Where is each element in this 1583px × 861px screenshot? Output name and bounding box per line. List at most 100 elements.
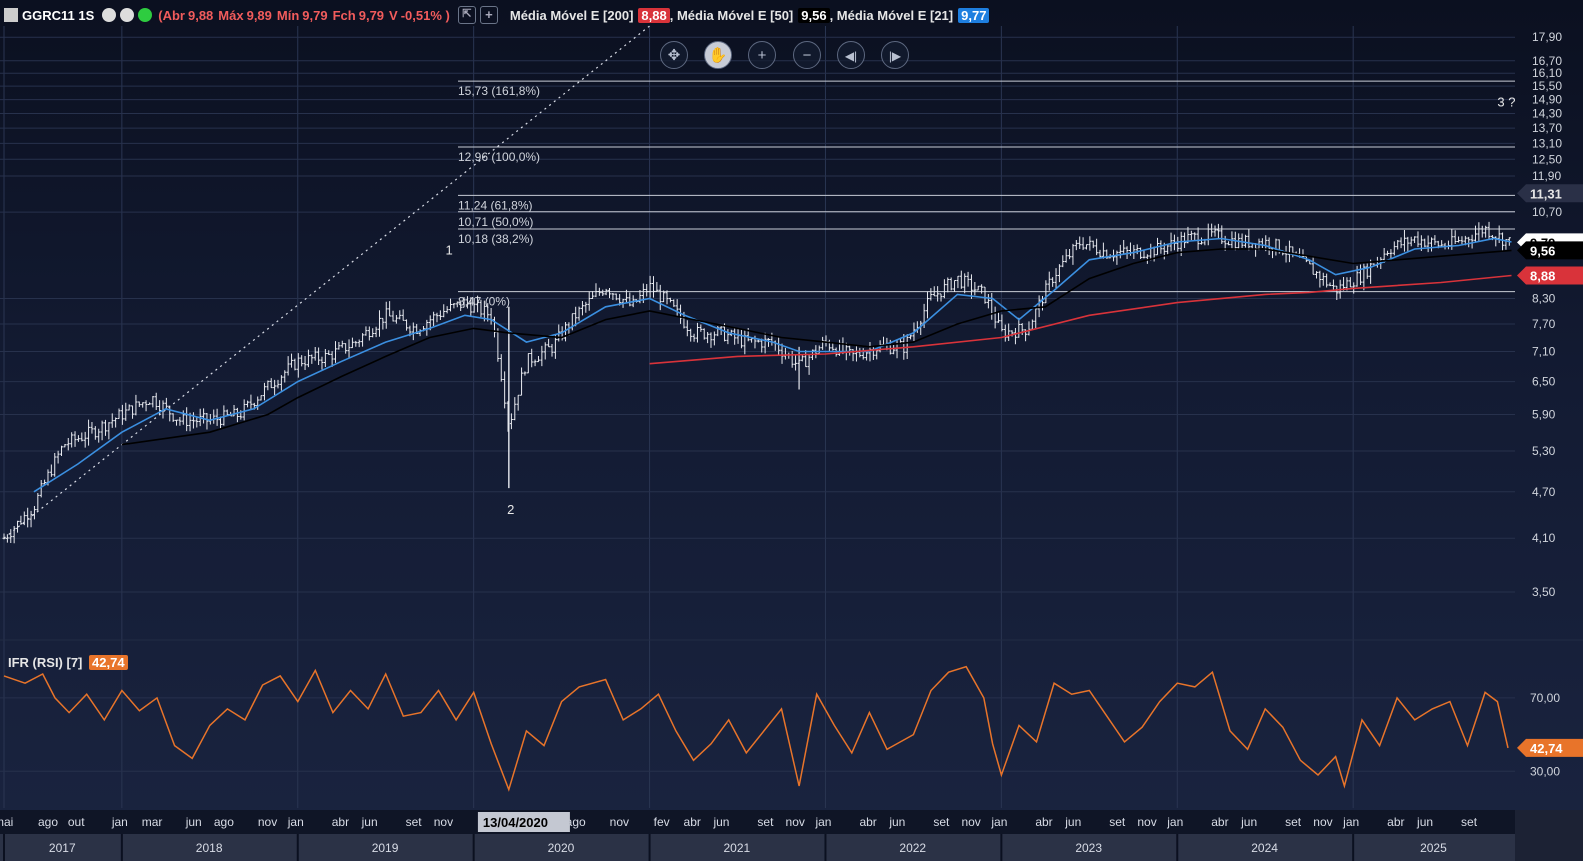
price-bar [1254,243,1258,257]
price-bar [523,371,527,376]
price-bar [777,337,781,355]
price-bar [1101,242,1105,259]
price-tick-label: 5,30 [1532,444,1556,458]
price-tick-label: 6,50 [1532,375,1556,389]
price-bar [246,400,250,408]
price-bar [455,301,459,308]
price-bar [1355,265,1359,287]
price-bar [337,341,341,350]
price-bar [398,310,402,320]
month-tick-label: nov [1137,815,1156,829]
low-value: 9,79 [302,7,328,23]
price-bar [709,332,713,348]
price-bar [1260,238,1264,248]
price-bar [266,380,270,391]
price-bar [1477,222,1481,242]
price-bar [286,356,290,376]
price-bar [97,428,101,443]
collapse-icon[interactable]: ⇱ [457,6,476,24]
price-bar [1430,237,1434,252]
price-bar [344,343,348,354]
zoom-in-icon[interactable]: + [748,41,776,69]
symbol-label[interactable]: GGRC11 1S [22,7,95,23]
price-bar [202,408,206,424]
price-bar [1467,236,1471,248]
price-bar [1318,270,1322,288]
month-tick-label: ago [38,815,58,829]
price-bar [1206,223,1210,246]
price-bar [540,345,544,367]
price-bar [1416,231,1420,248]
price-bar [601,289,605,296]
price-tick-label: 5,90 [1532,407,1556,421]
price-bar [449,298,453,312]
fibonacci-label: 11,24 (61,8%) [458,198,533,212]
price-bar [608,287,612,299]
price-bar [1098,249,1102,258]
price-bar [942,279,946,299]
add-indicator-icon[interactable]: + [479,6,498,24]
month-tick-label: jan [814,815,831,829]
price-bar [425,319,429,336]
ma200-line [649,274,1512,365]
price-bar [1406,236,1410,252]
price-bar [1240,233,1244,249]
rsi-badge: 42,74 [89,655,128,670]
price-bar [1122,239,1126,254]
trendline [3,25,650,539]
price-bar [56,450,60,464]
price-bar [53,453,57,477]
price-tick-label: 7,10 [1532,345,1556,359]
price-bar [432,311,436,327]
price-bar [800,355,804,362]
price-bar [936,286,940,302]
price-bar [110,413,114,428]
hand-icon[interactable]: ✋ [704,41,732,69]
axis-corner [1515,810,1583,861]
price-bar [1321,272,1325,286]
price-bar [1335,285,1339,301]
scroll-right-icon[interactable]: |▶ [881,41,909,69]
price-bar [259,395,263,401]
month-tick-label: jan [1342,815,1359,829]
price-bar [1440,240,1444,247]
price-bar [530,348,534,368]
price-bar [1081,237,1085,251]
price-bar [1396,240,1400,250]
price-bar [235,407,239,423]
price-bar [462,297,466,308]
zoom-out-icon[interactable]: − [793,41,821,69]
price-axis-label: 9,56 [1530,243,1555,258]
price-bar [49,464,53,477]
price-bar [1084,244,1088,250]
price-bar [685,320,689,337]
price-bar [327,350,331,356]
price-bar [736,328,740,344]
price-bar [323,349,327,367]
rsi-label: IFR (RSI) [7] [8,655,83,670]
scroll-left-icon[interactable]: ◀| [837,41,865,69]
crosshair-icon[interactable]: ✥ [660,41,688,69]
price-bar [330,351,334,367]
rsi-tick-label: 30,00 [1530,764,1560,778]
price-bar [262,382,266,401]
price-bar [205,413,209,430]
price-bar [648,275,652,298]
price-bar [347,339,351,358]
info-icon[interactable] [102,8,117,22]
price-bar [699,324,703,332]
price-bar [364,326,368,336]
price-bar [134,394,138,416]
price-bar [164,397,168,409]
price-bar [290,353,294,368]
year-label: 2024 [1251,841,1278,855]
price-bar [929,288,933,301]
minimize-icon[interactable] [120,8,135,22]
price-bar [1125,246,1129,260]
price-bar [496,328,500,362]
x-axis-years-strip [0,834,1515,861]
month-tick-label: jun [361,815,378,829]
high-value: 9,89 [246,7,272,23]
